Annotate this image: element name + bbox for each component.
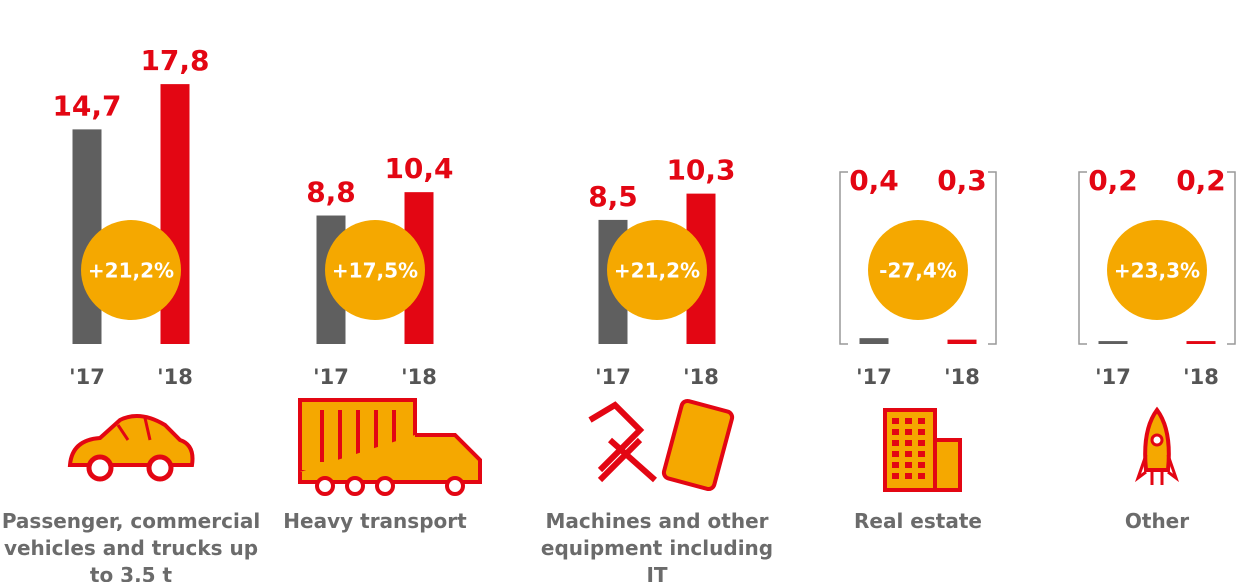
icon-shape [905,451,912,457]
change-label: +17,5% [332,259,418,283]
value-label: 14,7 [52,89,121,122]
icon-shape [905,429,912,435]
icon-shape [892,418,899,424]
year-label: '17 [856,365,892,389]
group: 8,5 '17 10,3 '18 +21,2% [588,154,736,492]
year-label: '18 [944,365,980,389]
year-label: '18 [401,365,437,389]
change-circle [868,220,968,320]
bracket [839,171,997,345]
icon-shape [918,440,925,446]
icon-shape [1150,433,1164,447]
icon-shape [298,433,482,484]
change-circle [325,220,425,320]
bar [859,338,889,344]
icon-shape [892,462,899,468]
year-label: '17 [313,365,349,389]
year-label: '17 [595,365,631,389]
icon-shape [315,476,335,496]
icon-shape [933,438,962,492]
category-label: Passenger, commercial vehicles and truck… [1,509,261,582]
value-label: 10,4 [384,152,453,185]
icon-shape [892,451,899,457]
icon-shape [116,417,152,441]
value-label: 0,2 [1176,164,1226,197]
group: 14,7 '17 17,8 '18 +21,2% [52,44,210,482]
category-label: Real estate [854,509,982,533]
icon-shape [892,429,899,435]
icon-shape [86,454,114,482]
change-label: +21,2% [88,259,174,283]
value-label: 8,5 [588,180,638,213]
icon-shape [905,462,912,468]
value-label: 8,8 [306,176,356,209]
bracket [1078,171,1236,345]
value-label: 17,8 [140,44,209,77]
icon-shape [905,440,912,446]
icon-shape [588,401,657,483]
icon-shape [661,398,735,492]
value-label: 0,3 [937,164,987,197]
category-label: Other [1124,509,1190,533]
group: 8,8 '17 10,4 '18 +17,5% [298,152,482,496]
change-circle [1107,220,1207,320]
change-circle [81,220,181,320]
group: 0,4 '17 0,3 '18 -27,4% [839,164,997,492]
icon-shape [918,462,925,468]
icon-shape [918,418,925,424]
icon-shape [1134,454,1180,485]
bar [1098,341,1128,344]
icon-shape [345,476,365,496]
value-label: 0,2 [1088,164,1138,197]
category-label: Heavy transport [283,509,467,533]
value-label: 0,4 [849,164,899,197]
change-label: -27,4% [879,259,957,283]
icon-shape [905,473,912,479]
change-circle [607,220,707,320]
bar [947,339,977,344]
year-label: '18 [157,365,193,389]
icon-shape [918,451,925,457]
change-label: +21,2% [614,259,700,283]
year-label: '17 [1095,365,1131,389]
change-label: +23,3% [1114,259,1200,283]
icon-shape [905,418,912,424]
category-label: Machines and other equipment including I… [540,509,774,582]
value-label: 10,3 [666,154,735,187]
icon-shape [375,476,395,496]
icon-shape [146,454,174,482]
year-label: '18 [1183,365,1219,389]
icon-shape [445,476,465,496]
icon-shape [892,473,899,479]
icon-shape [918,429,925,435]
group: 0,2 '17 0,2 '18 +23,3% [1078,164,1236,485]
year-label: '17 [69,365,105,389]
icon-shape [67,414,195,467]
icon-shape [892,440,899,446]
year-label: '18 [683,365,719,389]
icon-shape [918,473,925,479]
bar [1186,341,1216,344]
